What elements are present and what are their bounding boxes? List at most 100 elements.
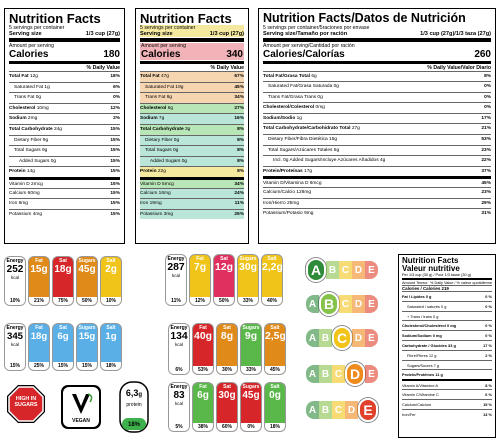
nutriscore-letter-b: B bbox=[319, 401, 332, 419]
bottle-icon bbox=[119, 381, 149, 433]
nutrient-row: Fat / Lipides 0 g 0 % bbox=[402, 291, 492, 301]
nutrient-dv: 23% bbox=[481, 147, 491, 153]
protein-pct: 18% bbox=[127, 422, 140, 428]
nutriscore-letter-b: B bbox=[326, 261, 339, 279]
nutrient-row: Calcium 16mg 24% bbox=[140, 187, 244, 199]
nutrient-amount: 0g bbox=[316, 94, 323, 100]
nutrient-dv: 8 % bbox=[485, 383, 492, 389]
nutrient-row: Added Sugars 0g 15% bbox=[9, 155, 120, 167]
fat-chip: Fat 6g 38% bbox=[192, 382, 214, 432]
nutrient-dv: 6 % bbox=[485, 391, 492, 397]
nutrient-row: Fibre/Fibres 12 g 2 % bbox=[402, 349, 492, 360]
nutrient-name: Vitamin A/Vitamine A bbox=[402, 383, 438, 389]
nutrient-name: Iron/Hierro bbox=[263, 200, 286, 206]
sat-chip: Sat 12g 50% bbox=[213, 254, 235, 306]
nutrient-dv: 6% bbox=[113, 84, 120, 90]
nutrient-dv: 8% bbox=[484, 73, 491, 79]
nutrient-name: Total Fat bbox=[9, 74, 29, 79]
nutrient-row: Saturated Fat 19g 45% bbox=[140, 81, 244, 93]
nutrient-name: Total Sugars/Azúcares Totales bbox=[268, 147, 333, 153]
energy-chip: Energy 134 kcal 6% bbox=[168, 323, 190, 375]
calories-label: Calories/Calorías bbox=[263, 48, 345, 60]
amount-per: Amount per serving/Cantidad por ración bbox=[263, 42, 355, 49]
nutrient-dv: 8% bbox=[237, 126, 244, 132]
nutrient-name: Vitamin D bbox=[140, 181, 161, 187]
nutrient-row: Protein/Proteínas 17g 37% bbox=[263, 165, 491, 177]
nutrient-dv: 15% bbox=[110, 158, 120, 164]
sugars-chip: Sugars 30g 33% bbox=[237, 254, 259, 306]
traffic-light-badge-1: Energy 252 kcal 10% Fat 15g 21% Sat 18g 75% Sugars… bbox=[4, 256, 122, 306]
protein-label: protein bbox=[126, 402, 142, 408]
nutrient-amount: 7g bbox=[157, 116, 165, 122]
nutrient-dv: 0% bbox=[484, 84, 491, 90]
nutrient-name: Total Carbohydrate/Carbohidrato Total bbox=[263, 126, 351, 132]
nutrient-amount: 0g bbox=[34, 95, 42, 101]
nutrient-row: Iron/Hierro 25mg 29% bbox=[263, 197, 491, 209]
nutrient-dv: 27% bbox=[234, 105, 244, 111]
label-title-fr: Valeur nutritive bbox=[402, 264, 460, 273]
nutrient-amount: 60mg bbox=[26, 190, 40, 196]
sat-chip: Sat 18g 75% bbox=[52, 256, 74, 306]
nutrient-amount: 6g bbox=[166, 105, 174, 111]
nutriscore-letter-e: E bbox=[365, 295, 378, 313]
nutriscore-letter-c: C bbox=[332, 326, 352, 350]
sugars-chip: Sugars 9g 33% bbox=[240, 323, 262, 375]
nutrient-name: Total Carbohydrate bbox=[9, 126, 53, 132]
nutrient-row: Calcium/Calcio 128mg 23% bbox=[263, 187, 491, 198]
salt-chip: Salt 1g 18% bbox=[100, 323, 122, 371]
nutrient-name: Cholesterol bbox=[9, 105, 36, 111]
nutrient-amount: 0mg bbox=[314, 105, 325, 111]
nutrient-name: Saturated / saturés 0 g bbox=[407, 303, 447, 309]
nutrient-dv: 8% bbox=[237, 148, 244, 154]
nutrient-row: Incl. 0g Added Sugars/Incluye Azúcares A… bbox=[263, 155, 491, 166]
nutrient-row: Cholesterol/Colesterol 0mg 0% bbox=[263, 102, 491, 113]
salt-chip: Salt 2,5g 45% bbox=[264, 323, 286, 375]
nutrient-dv: 22% bbox=[481, 158, 491, 164]
nutrient-amount: 9mg bbox=[302, 211, 314, 217]
traffic-light-badge-4: Energy 134 kcal 6% Fat 40g 53% Sat 8g 30% Sugars 9g… bbox=[168, 323, 286, 375]
high-in-sugars-text: HIGH IN SUGARS bbox=[14, 396, 38, 409]
nutrient-amount: 17g bbox=[302, 168, 313, 174]
nutrient-name: Calcium/Calcio bbox=[263, 190, 295, 196]
protein-badge: 6,3g protein 18% bbox=[118, 380, 150, 434]
nutrient-row: Trans Fat/Grasa Trans 0g 0% bbox=[263, 91, 491, 103]
nutrient-name: Trans Fat bbox=[145, 95, 166, 101]
nutrient-row: Calcium 60mg 15% bbox=[9, 187, 120, 199]
servings: 5 servings per container/5raciones por e… bbox=[263, 24, 370, 31]
amount-per: Amount per serving bbox=[141, 43, 186, 49]
nutrient-dv: 0 % bbox=[485, 333, 492, 339]
nutrient-row: Total Carbohydrate 24g 15% bbox=[9, 123, 120, 135]
dv-header: % Daily Value bbox=[86, 65, 120, 71]
nutrient-amount: 1g bbox=[43, 84, 50, 90]
nutrient-name: Total Sugars bbox=[145, 148, 172, 154]
nutrient-amount: 15g bbox=[327, 137, 338, 143]
nutrient-amount: 2mg bbox=[26, 116, 38, 122]
nutrient-name: Potassium bbox=[9, 211, 32, 217]
nutrient-row: + Trans / trans 0 g bbox=[402, 310, 492, 321]
servings: 5 servings per container bbox=[140, 25, 244, 31]
nutrient-amount: 19mg bbox=[148, 201, 162, 207]
nutrient-row: Protein 14g 15% bbox=[9, 166, 120, 177]
nutrition-label-plain: Nutrition Facts 5 servings per container… bbox=[4, 8, 125, 244]
nutrient-name: Calcium/Calcium bbox=[402, 401, 432, 407]
fat-chip: Fat 15g 21% bbox=[28, 256, 50, 306]
nutrient-amount: 0g bbox=[172, 137, 180, 143]
nutrient-name: Dietary Fiber/Fibra Dietética bbox=[268, 137, 328, 143]
nutrient-row: Vitamin D 5mcg 34% bbox=[140, 176, 244, 188]
vegan-badge: VEGAN bbox=[60, 384, 102, 430]
serving-size-label: Serving size/Tamaño por ración bbox=[263, 30, 348, 37]
nutriscore-letter-a: A bbox=[306, 365, 319, 383]
nutrient-dv: 37% bbox=[481, 168, 491, 174]
nutrient-amount: 8g bbox=[165, 95, 173, 101]
nutrient-name: Cholesterol/Cholestérol 0 mg bbox=[402, 323, 457, 329]
sat-chip: Sat 30g 60% bbox=[216, 382, 238, 432]
nutrient-row: Calcium/Calcium 15 % bbox=[402, 398, 492, 409]
nutrient-name: Iron/Fer bbox=[402, 411, 416, 417]
nutrient-row: Total Sugars 9g 15% bbox=[9, 145, 120, 156]
nutrient-amount: 22g bbox=[156, 169, 166, 175]
nutrient-name: Saturated Fat bbox=[145, 84, 175, 90]
nutrient-dv: 12% bbox=[110, 105, 120, 111]
nutriscore-letter-e: E bbox=[358, 398, 378, 422]
nutrition-label-canadian: Nutrition Facts Valeur nutritive Per 1/3… bbox=[398, 254, 496, 438]
